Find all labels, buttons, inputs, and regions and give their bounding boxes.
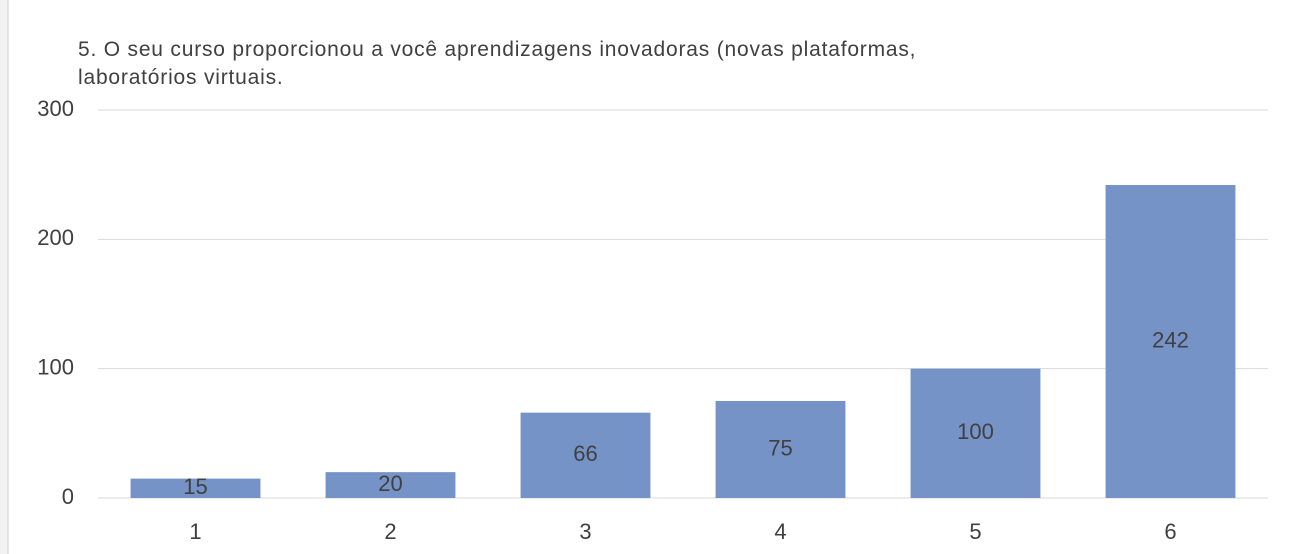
bar	[130, 478, 261, 498]
bar	[1105, 185, 1236, 498]
y-tick-label: 200	[37, 225, 74, 250]
x-tick-label: 4	[774, 519, 786, 544]
bar	[325, 472, 456, 498]
bar	[715, 401, 846, 498]
x-tick-label: 2	[384, 519, 396, 544]
value-label: 100	[957, 419, 994, 444]
chart-title: 5. O seu curso proporcionou a você apren…	[78, 38, 917, 89]
value-label: 75	[768, 435, 792, 460]
bar	[910, 368, 1041, 498]
y-tick-label: 0	[62, 484, 74, 509]
frame-edge	[0, 0, 8, 554]
value-label: 242	[1152, 327, 1189, 352]
value-label: 66	[573, 441, 597, 466]
x-tick-label: 6	[1164, 519, 1176, 544]
y-tick-label: 300	[37, 96, 74, 121]
y-tick-label: 100	[37, 354, 74, 379]
value-label: 15	[183, 474, 207, 499]
bar	[520, 412, 651, 498]
x-tick-label: 1	[189, 519, 201, 544]
value-label: 20	[378, 471, 402, 496]
x-tick-label: 3	[579, 519, 591, 544]
x-tick-label: 5	[969, 519, 981, 544]
